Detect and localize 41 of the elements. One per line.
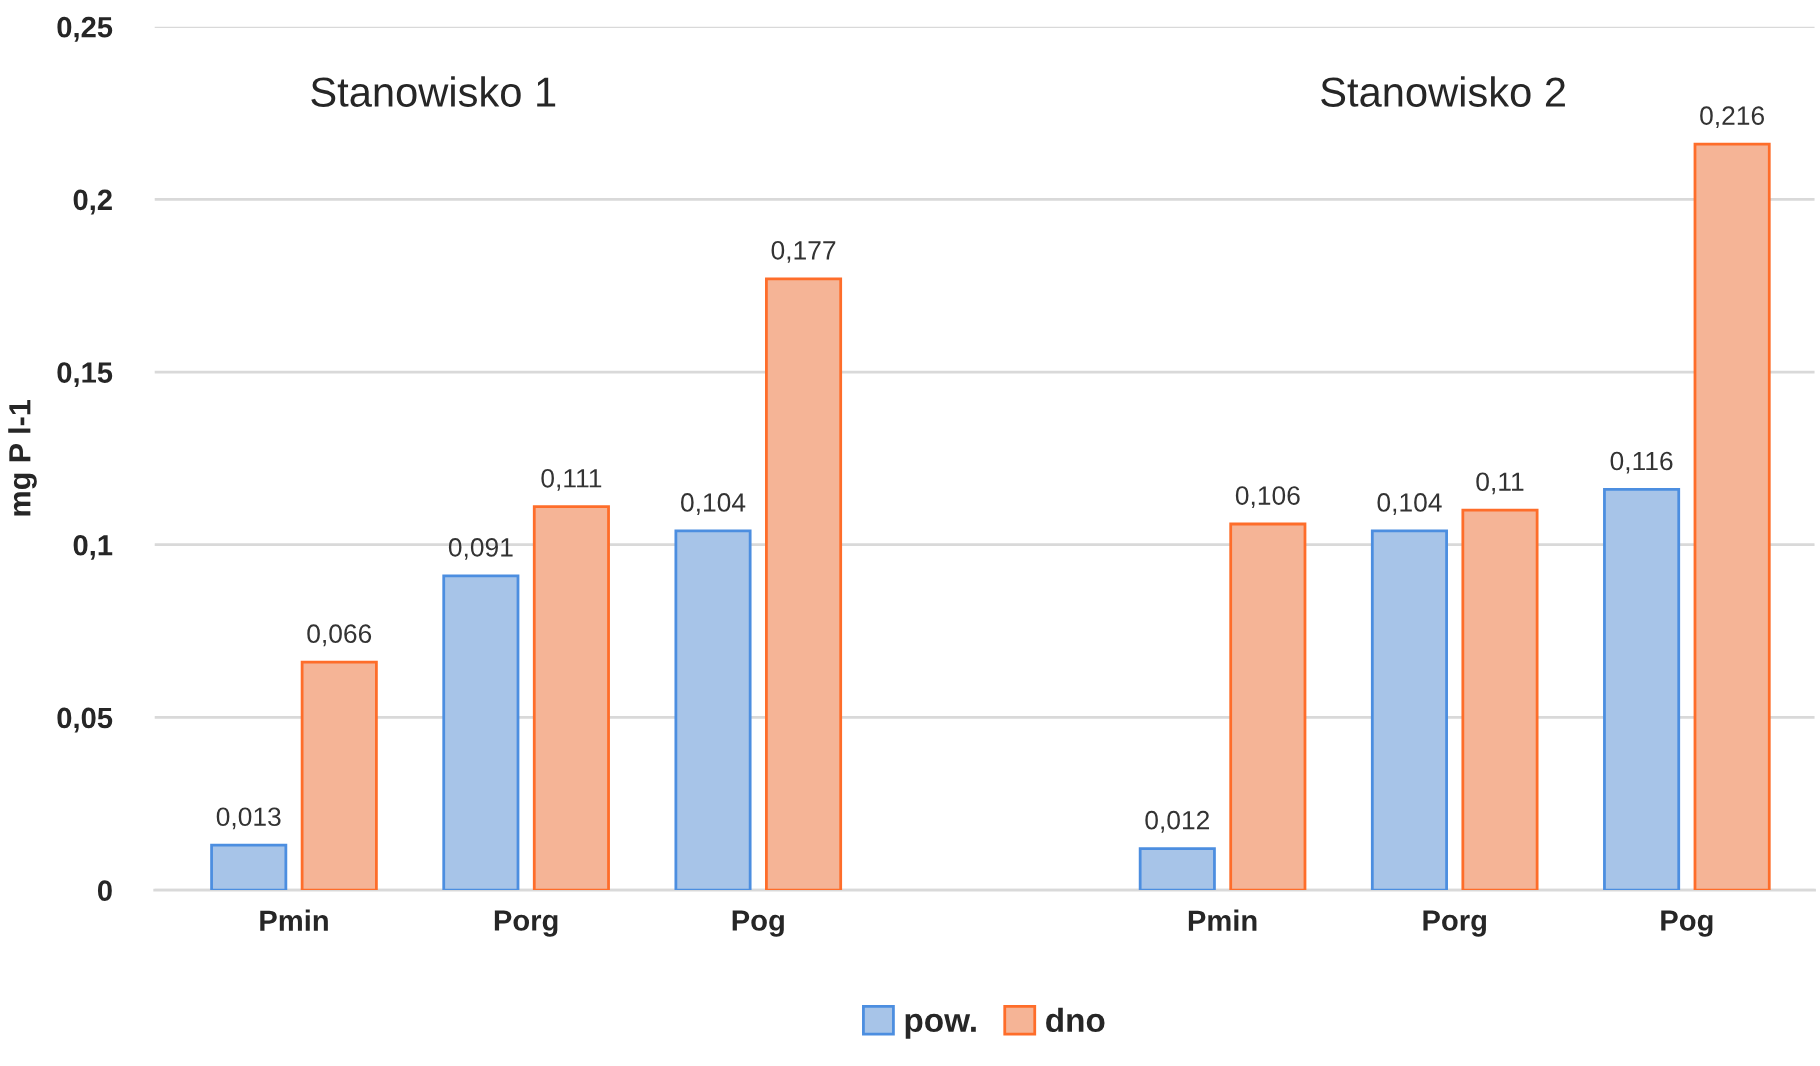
bar — [765, 277, 843, 891]
data-label: 0,091 — [448, 538, 513, 560]
bar — [1229, 522, 1307, 891]
x-tick-label: Porg — [1423, 910, 1486, 937]
data-label: 0,106 — [1235, 486, 1300, 509]
y-tick-label: 0,15 — [57, 362, 113, 388]
annotation: Stanowisko 2 — [1321, 76, 1565, 107]
bar — [1693, 142, 1771, 891]
annotation: Stanowisko 1 — [311, 76, 556, 107]
legend-label: dno — [1046, 1007, 1105, 1033]
bar — [300, 660, 378, 891]
x-tick-label: Pmin — [1188, 909, 1257, 931]
data-label: 0,104 — [681, 493, 746, 515]
bar — [532, 505, 610, 891]
x-tick-label: Pog — [1661, 910, 1713, 937]
legend-label: pow. — [905, 1013, 976, 1039]
bar — [1370, 529, 1448, 891]
data-label: 0,177 — [771, 240, 836, 263]
bar — [1138, 847, 1216, 891]
bar — [1603, 488, 1681, 891]
x-tick-label: Pog — [732, 910, 784, 937]
y-tick-label: 0,1 — [73, 534, 113, 560]
data-label: 0,012 — [1145, 810, 1209, 833]
data-label: 0,116 — [1610, 451, 1673, 474]
y-tick-label: 0,25 — [57, 16, 113, 42]
y-axis-title: mg P l-1 — [8, 400, 37, 516]
x-tick-label: Pmin — [260, 909, 328, 931]
data-label: 0,066 — [307, 624, 372, 647]
bar — [210, 843, 288, 891]
data-label: 0,111 — [541, 468, 602, 491]
bar — [442, 574, 520, 891]
y-tick-label: 0 — [97, 880, 112, 901]
data-label: 0,216 — [1700, 106, 1764, 129]
bar — [674, 529, 752, 891]
y-tick-label: 0,2 — [73, 189, 112, 215]
data-label: 0,013 — [216, 807, 281, 830]
x-tick-label: Porg — [494, 910, 558, 937]
data-label: 0,104 — [1377, 493, 1442, 515]
data-label: 0,11 — [1476, 472, 1524, 495]
bar — [1461, 508, 1539, 891]
y-tick-label: 0,05 — [57, 707, 113, 733]
